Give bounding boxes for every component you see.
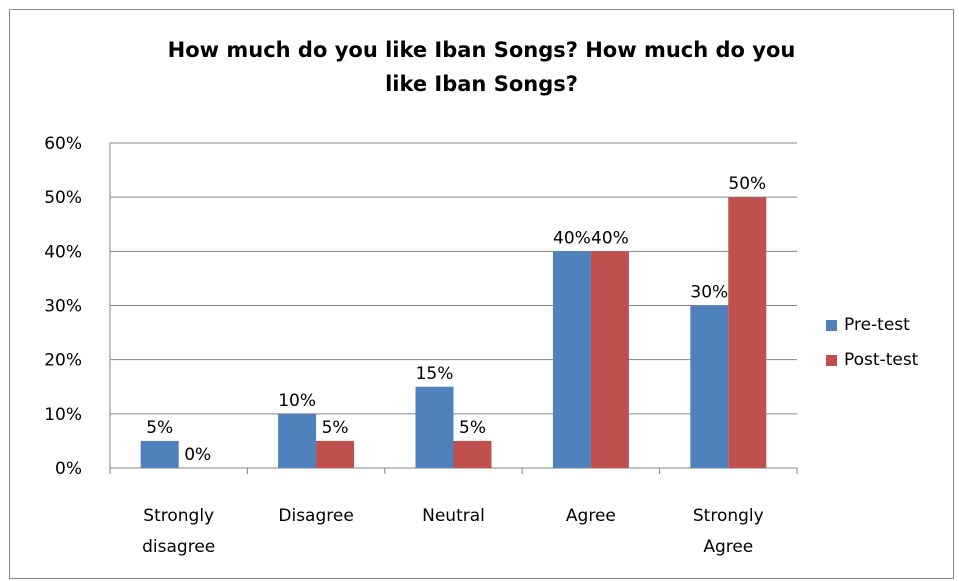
chart-area xyxy=(9,9,954,579)
bar-pre-test xyxy=(415,386,454,468)
bar-pre-test xyxy=(690,305,729,468)
data-label: 40% xyxy=(591,228,629,248)
legend-swatch-post-test xyxy=(826,354,837,366)
data-label: 40% xyxy=(553,228,591,248)
legend-label-pre-test: Pre-test xyxy=(844,315,910,335)
bar-pre-test xyxy=(140,440,179,468)
data-label: 10% xyxy=(278,391,316,411)
legend-item-pre-test: Pre-test xyxy=(826,315,918,335)
bar-pre-test xyxy=(278,413,317,468)
chart-title-line-2: like Iban Songs? xyxy=(385,72,578,96)
bar-post-test xyxy=(453,440,492,468)
x-tick-label: disagree xyxy=(142,537,215,557)
y-tick-label: 0% xyxy=(55,459,82,479)
y-tick-label: 60% xyxy=(44,134,82,154)
x-tick-label: Strongly xyxy=(143,506,214,526)
y-tick-label: 40% xyxy=(44,242,82,262)
x-tick-label: Agree xyxy=(703,537,753,557)
legend-item-post-test: Post-test xyxy=(826,350,918,370)
legend-swatch-pre-test xyxy=(826,319,837,331)
y-tick-label: 10% xyxy=(44,405,82,425)
x-tick-label: Disagree xyxy=(278,506,353,526)
chart-title: How much do you like Iban Songs? How muc… xyxy=(9,33,954,101)
y-tick-label: 20% xyxy=(44,351,82,371)
bar-pre-test xyxy=(552,251,591,468)
x-tick-label: Strongly xyxy=(693,506,764,526)
x-tick-label: Neutral xyxy=(422,506,485,526)
data-label: 5% xyxy=(459,418,486,438)
x-tick-label: Agree xyxy=(566,506,616,526)
legend-label-post-test: Post-test xyxy=(844,350,919,370)
bar-post-test xyxy=(316,440,355,468)
y-tick-label: 50% xyxy=(44,188,82,208)
bar-post-test xyxy=(590,251,629,468)
data-label: 30% xyxy=(690,283,728,303)
data-label: 15% xyxy=(416,364,454,384)
data-label: 0% xyxy=(184,445,211,465)
legend: Pre-test Post-test xyxy=(826,315,918,385)
chart-title-line-1: How much do you like Iban Songs? How muc… xyxy=(167,38,796,62)
data-label: 5% xyxy=(146,418,173,438)
bar-post-test xyxy=(728,197,767,468)
y-tick-label: 30% xyxy=(44,297,82,317)
data-label: 50% xyxy=(728,174,766,194)
data-label: 5% xyxy=(322,418,349,438)
